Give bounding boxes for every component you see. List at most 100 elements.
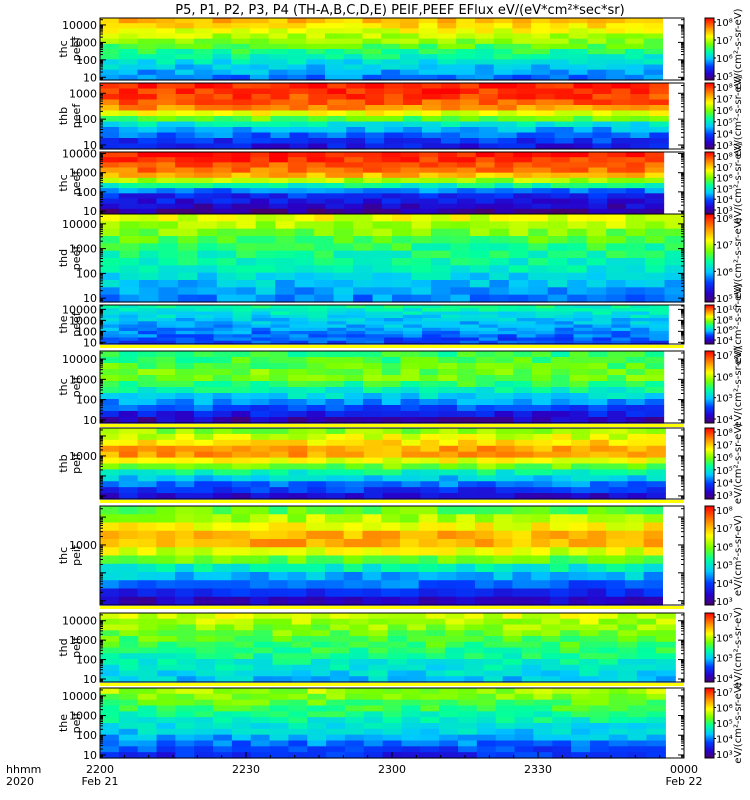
heatmap-cell (288, 728, 308, 736)
colorbar-tick-label: 10⁴ (716, 415, 733, 426)
colorbar-unit: eV/(cm²-s-sr-eV) (733, 284, 744, 365)
panel-label: thd (57, 249, 70, 267)
heatmap-cell (216, 258, 237, 266)
heatmap-cell (287, 203, 308, 210)
heatmap-cell (194, 711, 214, 718)
heatmap-cell (269, 723, 290, 730)
heatmap-cell (194, 88, 215, 95)
heatmap-cell (372, 258, 393, 266)
heatmap-cell (588, 387, 608, 394)
heatmap-cell (630, 334, 650, 339)
heatmap-cell (400, 387, 420, 394)
heatmap-cell (516, 311, 537, 316)
heatmap-cell (306, 183, 327, 189)
heatmap-cell (611, 110, 631, 117)
heatmap-cell (344, 381, 364, 388)
heatmap-cell (344, 363, 364, 370)
heatmap-cell (362, 369, 383, 376)
heatmap-cell (554, 334, 575, 339)
y-tick-label: 10 (83, 673, 97, 686)
heatmap-cell (326, 481, 346, 488)
heatmap-cell (456, 547, 476, 557)
heatmap-cell (346, 324, 366, 329)
heatmap-cell (231, 457, 252, 465)
heatmap-cell (175, 693, 195, 701)
heatmap-cell (213, 132, 234, 139)
heatmap-cell (175, 143, 196, 150)
heatmap-cell (418, 555, 439, 565)
heatmap-cell (560, 670, 580, 677)
colorbar-tick-label: 10⁸ (716, 83, 733, 94)
heatmap-cell (419, 369, 439, 376)
colorbar (704, 82, 715, 150)
heatmap-cell (156, 83, 177, 90)
heatmap-cell (270, 324, 291, 329)
heatmap-cell (268, 530, 289, 540)
heatmap-cell (569, 157, 590, 163)
heatmap-cell (438, 357, 458, 364)
heatmap-cell (387, 613, 408, 620)
heatmap-cell (560, 676, 580, 683)
heatmap-cell (646, 439, 666, 447)
heatmap-cell (353, 221, 374, 230)
heatmap-cell (333, 236, 354, 244)
heatmap-cell (493, 28, 514, 35)
heatmap-cell (400, 208, 420, 215)
heatmap-cell (440, 305, 461, 309)
heatmap-cell (363, 717, 384, 724)
heatmap-cell (231, 152, 251, 158)
heatmap-cell (497, 321, 518, 326)
heatmap-cell (554, 121, 575, 128)
heatmap-cell (440, 314, 461, 319)
heatmap-cell (118, 172, 139, 179)
heatmap-cell (656, 664, 676, 672)
heatmap-cell (368, 647, 389, 654)
heatmap-cell (624, 588, 645, 598)
heatmap-cell (425, 630, 446, 637)
heatmap-cell (573, 318, 594, 322)
heatmap-cell (306, 203, 327, 210)
heatmap-cell (231, 555, 251, 565)
heatmap-cell (411, 258, 432, 266)
heatmap-cell (365, 305, 385, 309)
heatmap-cell (456, 588, 476, 598)
heatmap-cell (100, 676, 120, 683)
heatmap-cell (636, 647, 657, 654)
heatmap-cell (400, 357, 420, 364)
x-axis-row-label: hhmm (6, 763, 41, 776)
heatmap-cell (644, 177, 665, 184)
heatmap-cell (307, 475, 327, 482)
heatmap-cell (554, 99, 575, 106)
heatmap-cell (333, 243, 354, 252)
heatmap-cell (569, 177, 590, 184)
heatmap-cell (606, 294, 627, 303)
heatmap-cell (552, 699, 572, 707)
heatmap-cell (649, 105, 669, 112)
heatmap-cell (333, 221, 354, 230)
heatmap-cells (100, 83, 669, 150)
heatmap-cell (270, 334, 291, 339)
heatmap-cell (494, 157, 514, 163)
heatmap-cell (118, 451, 139, 459)
heatmap-cell (156, 64, 176, 71)
heatmap-cell (231, 203, 251, 210)
heatmap-cell (100, 399, 120, 406)
heatmap-cell (193, 193, 214, 200)
heatmap-cell (645, 236, 666, 244)
heatmap-cell (493, 54, 514, 60)
heatmap-cell (649, 340, 669, 345)
heatmap-cell (175, 369, 195, 376)
colorbar-tick-label: 10⁶ (716, 542, 733, 553)
heatmap-cell (213, 717, 233, 724)
heatmap-cell (346, 94, 366, 101)
heatmap-cell (478, 314, 499, 319)
heatmap-cell (250, 457, 271, 465)
heatmap-cell (502, 624, 523, 631)
heatmap-cell (607, 351, 627, 358)
heatmap-cell (643, 580, 663, 590)
heatmap-cell (438, 381, 458, 388)
heatmap-cell (175, 188, 195, 194)
heatmap-cell (535, 99, 556, 106)
heatmap-cell (588, 198, 608, 205)
